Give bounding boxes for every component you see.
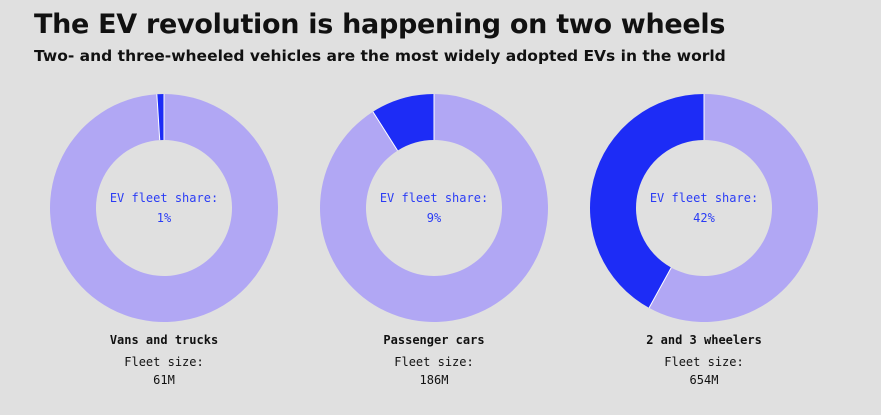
- chart-title: The EV revolution is happening on two wh…: [34, 9, 726, 40]
- donut-slice-ev-vans-trucks: [156, 94, 164, 141]
- fleet-size-value-vans-trucks: 61M: [153, 373, 175, 387]
- fleet-size-value-2-3-wheelers: 654M: [689, 373, 719, 387]
- donut-slice-other-vans-trucks: [50, 94, 279, 322]
- category-label-vans-trucks: Vans and trucks: [109, 333, 219, 347]
- category-label-2-3-wheelers: 2 and 3 wheelers: [646, 333, 762, 347]
- donut-slice-ev-passenger-cars: [372, 94, 434, 151]
- donut-slice-ev-2-3-wheelers: [589, 94, 704, 308]
- slice-separator-2-3-wheelers-1: [648, 267, 672, 309]
- category-label-passenger-cars: Passenger cars: [383, 333, 485, 347]
- fleet-size-label-passenger-cars: Fleet size:: [394, 355, 474, 369]
- fleet-size-label-vans-trucks: Fleet size:: [124, 355, 204, 369]
- ev-share-value-2-3-wheelers: 42%: [693, 211, 715, 225]
- ev-share-heading-2-3-wheelers: EV fleet share:: [649, 191, 759, 205]
- ev-share-heading-passenger-cars: EV fleet share:: [379, 191, 489, 205]
- ev-share-heading-vans-trucks: EV fleet share:: [109, 191, 219, 205]
- donut-slice-other-2-3-wheelers: [649, 94, 818, 322]
- fleet-size-label-2-3-wheelers: Fleet size:: [664, 355, 744, 369]
- fleet-size-value-passenger-cars: 186M: [419, 373, 449, 387]
- slice-separator-passenger-cars-1: [372, 111, 398, 151]
- donut-slice-other-passenger-cars: [319, 94, 548, 322]
- slice-separator-vans-trucks-1: [156, 94, 161, 141]
- ev-share-value-passenger-cars: 9%: [426, 211, 442, 225]
- ev-share-value-vans-trucks: 1%: [156, 211, 172, 225]
- chart-subtitle: Two- and three-wheeled vehicles are the …: [34, 47, 726, 65]
